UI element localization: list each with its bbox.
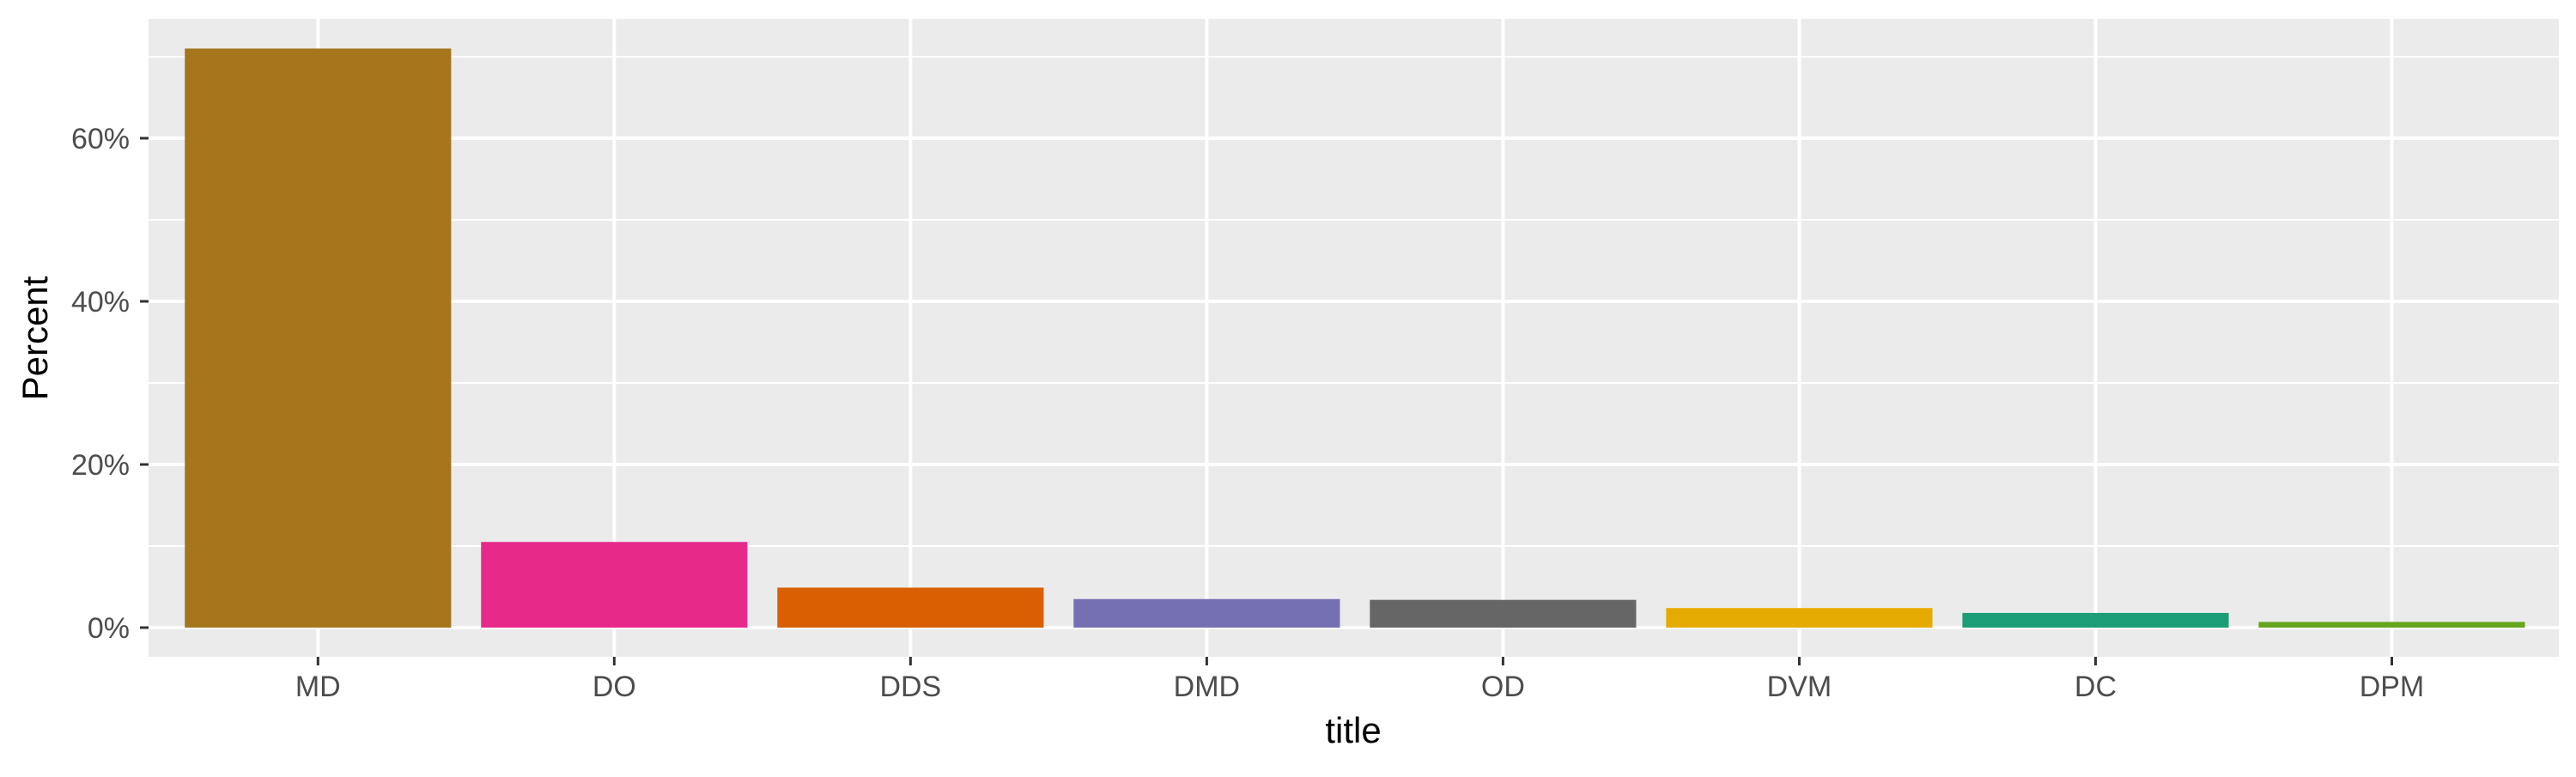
y-tick-label: 20% xyxy=(71,449,130,482)
bar-od xyxy=(1370,599,1637,628)
bar-dc xyxy=(1962,612,2229,628)
x-tick-label: MD xyxy=(295,671,341,703)
x-tick-label: DPM xyxy=(2360,671,2425,703)
y-axis-title: Percent xyxy=(15,276,55,400)
bar-md xyxy=(185,48,452,628)
y-tick-label: 40% xyxy=(71,286,130,319)
bars xyxy=(185,48,2525,628)
y-tick-label: 60% xyxy=(71,123,130,155)
x-axis-title: title xyxy=(1325,710,1381,750)
bar-dmd xyxy=(1073,598,1340,628)
y-tick-label: 0% xyxy=(88,612,130,645)
x-tick-label: DDS xyxy=(879,671,941,703)
x-tick-label: DMD xyxy=(1174,671,1240,703)
bar-dds xyxy=(777,587,1044,628)
bar-dvm xyxy=(1666,608,1933,628)
x-tick-label: DVM xyxy=(1767,671,1832,703)
x-tick-label: DO xyxy=(592,671,636,703)
x-axis: MD DO DDS DMD OD DVM DC DPM xyxy=(295,657,2424,703)
bar-dpm xyxy=(2258,622,2525,628)
y-axis: 0% 20% 40% 60% xyxy=(71,123,149,645)
x-tick-label: OD xyxy=(1481,671,1525,703)
bar-do xyxy=(481,542,748,628)
x-tick-label: DC xyxy=(2075,671,2117,703)
